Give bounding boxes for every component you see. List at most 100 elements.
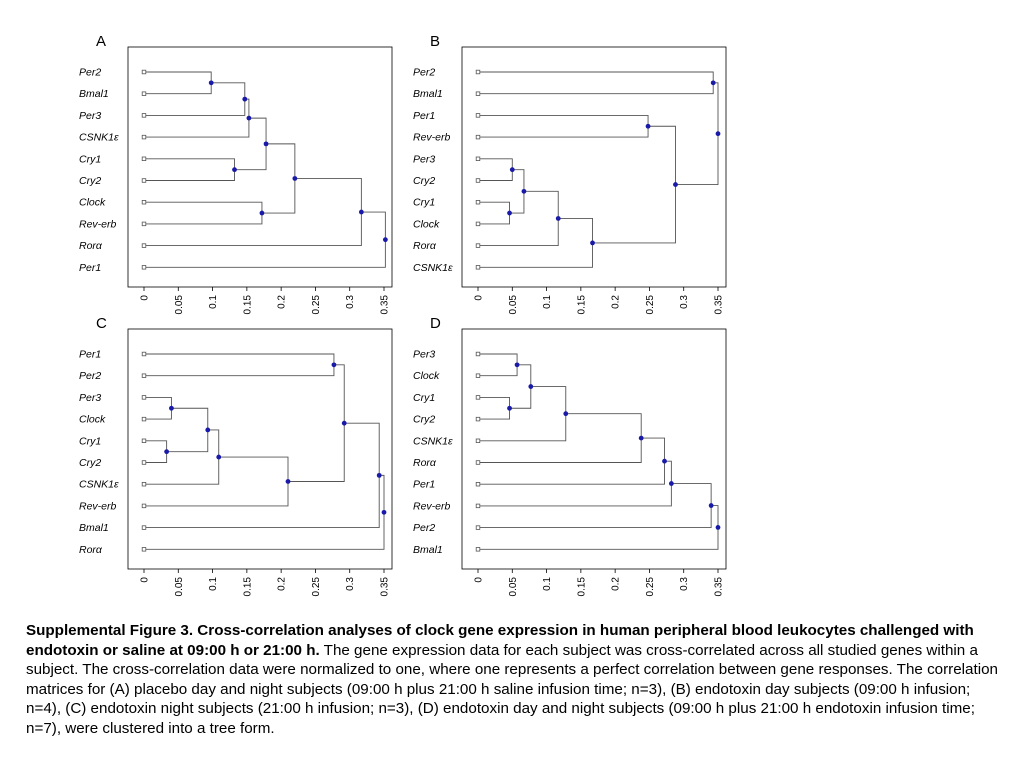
gene-label: Rorα: [413, 240, 437, 252]
x-tick-label: 0.05: [508, 295, 519, 315]
gene-label: Per3: [79, 392, 101, 404]
leaf-marker: [475, 156, 481, 161]
x-tick-label: 0.15: [576, 295, 587, 315]
x-tick-label: 0.15: [242, 577, 253, 597]
dendrogram-branch: [144, 201, 263, 225]
leaf-marker: [141, 547, 147, 552]
x-tick-label: 0.1: [542, 295, 553, 309]
gene-label: Bmal1: [79, 88, 109, 100]
leaf-marker: [475, 91, 481, 96]
merge-node: [242, 96, 248, 102]
gene-label: Cry1: [79, 435, 101, 447]
x-tick-label: 0: [474, 295, 485, 301]
leaf-marker: [141, 91, 147, 96]
gene-label: Clock: [79, 414, 106, 426]
x-tick-label: 0.1: [542, 577, 553, 591]
merge-node: [292, 176, 298, 181]
x-tick-label: 0.3: [345, 577, 356, 591]
merge-node: [246, 115, 252, 121]
x-tick-label: 0.35: [380, 577, 391, 597]
x-tick-label: 0.1: [208, 577, 219, 591]
leaf-marker: [141, 373, 147, 378]
merge-node: [205, 427, 211, 433]
x-tick-label: 0.3: [679, 577, 690, 591]
leaf-marker: [475, 481, 481, 487]
x-tick-label: 0.35: [714, 577, 725, 597]
dendrogram-svg: B 0 0.05 0.1 0.15 0.2 0.25 0.3 0.35 Per2 Bmal1 Per1…: [413, 33, 727, 315]
leaf-marker: [475, 69, 481, 75]
dendrogram-branch: [592, 125, 676, 244]
leaf-marker: [141, 503, 147, 509]
merge-node: [381, 509, 387, 515]
dendrogram-branch: [144, 474, 385, 550]
x-tick-label: 0: [140, 295, 151, 301]
x-tick-label: 0.25: [645, 295, 656, 315]
dendrogram-branch: [166, 407, 209, 453]
x-tick-label: 0.35: [380, 295, 391, 315]
dendrogram-branch: [675, 82, 719, 186]
dendrogram-branch: [144, 82, 246, 116]
merge-node: [555, 216, 561, 221]
leaf-marker: [475, 438, 481, 443]
leaf-marker: [475, 221, 481, 227]
dendrogram-branch: [234, 117, 267, 171]
leaf-marker: [141, 113, 147, 118]
x-tick-label: 0.2: [611, 295, 622, 309]
merge-node: [710, 80, 716, 86]
merge-node: [528, 384, 534, 389]
leaf-marker: [141, 221, 147, 227]
leaf-marker: [475, 460, 481, 465]
merge-node: [662, 458, 667, 464]
leaf-marker: [475, 243, 481, 248]
x-tick-label: 0.1: [208, 295, 219, 309]
dendrogram-svg: D 0 0.05 0.1 0.15 0.2 0.25 0.3 0.35 Per3 Clock Cry1…: [413, 315, 727, 597]
merge-node: [216, 454, 222, 460]
gene-label: Per3: [413, 153, 435, 165]
caption-title: Supplemental Figure 3. Cross-correlation…: [26, 622, 974, 659]
dendrogram-branch: [478, 218, 593, 268]
leaf-marker: [141, 243, 147, 248]
x-tick-label: 0.2: [277, 577, 288, 591]
merge-node: [358, 209, 364, 215]
leaf-marker: [475, 265, 481, 270]
leaf-marker: [141, 525, 147, 530]
leaf-marker: [141, 351, 147, 357]
gene-label: Cry2: [79, 175, 101, 187]
leaf-marker: [475, 416, 481, 422]
leaf-marker: [475, 503, 481, 509]
leaf-marker: [141, 460, 147, 465]
gene-label: CSNK1ε: [413, 435, 453, 447]
x-tick-label: 0.25: [311, 295, 322, 315]
gene-label: Per1: [79, 349, 101, 361]
gene-label: Per3: [413, 349, 435, 361]
x-tick-label: 0: [140, 577, 151, 583]
gene-label: Rorα: [79, 544, 103, 556]
x-tick-label: 0: [474, 577, 485, 583]
x-tick-label: 0.05: [508, 577, 519, 597]
merge-node: [509, 167, 515, 173]
dendrogram-branch: [478, 201, 510, 225]
merge-node: [169, 405, 174, 411]
leaf-marker: [475, 351, 481, 357]
gene-label: Bmal1: [413, 88, 443, 100]
x-tick-label: 0.3: [345, 295, 356, 309]
dendrogram-branch: [478, 158, 513, 181]
caption-body: The gene expression data for each subjec…: [26, 641, 998, 737]
dendrogram-branch: [144, 178, 362, 247]
dendrogram-branch: [478, 460, 672, 507]
gene-label: CSNK1ε: [79, 479, 119, 491]
dendrogram-branch: [478, 413, 642, 463]
merge-node: [507, 210, 512, 216]
leaf-marker: [141, 438, 147, 443]
leaf-marker: [141, 69, 147, 75]
leaf-marker: [475, 547, 481, 552]
leaf-marker: [475, 199, 481, 205]
gene-label: Cry1: [413, 392, 435, 404]
x-tick-label: 0.05: [174, 577, 185, 597]
gene-label: Per2: [79, 67, 101, 79]
gene-label: Per1: [79, 262, 101, 274]
dendrogram-branch: [144, 396, 172, 420]
dendrogram-panel-b: B 0 0.05 0.1 0.15 0.2 0.25 0.3 0.35 Per2 Bmal1 Per1…: [404, 30, 727, 335]
gene-label: Cry1: [79, 153, 101, 165]
x-tick-label: 0.2: [611, 577, 622, 591]
